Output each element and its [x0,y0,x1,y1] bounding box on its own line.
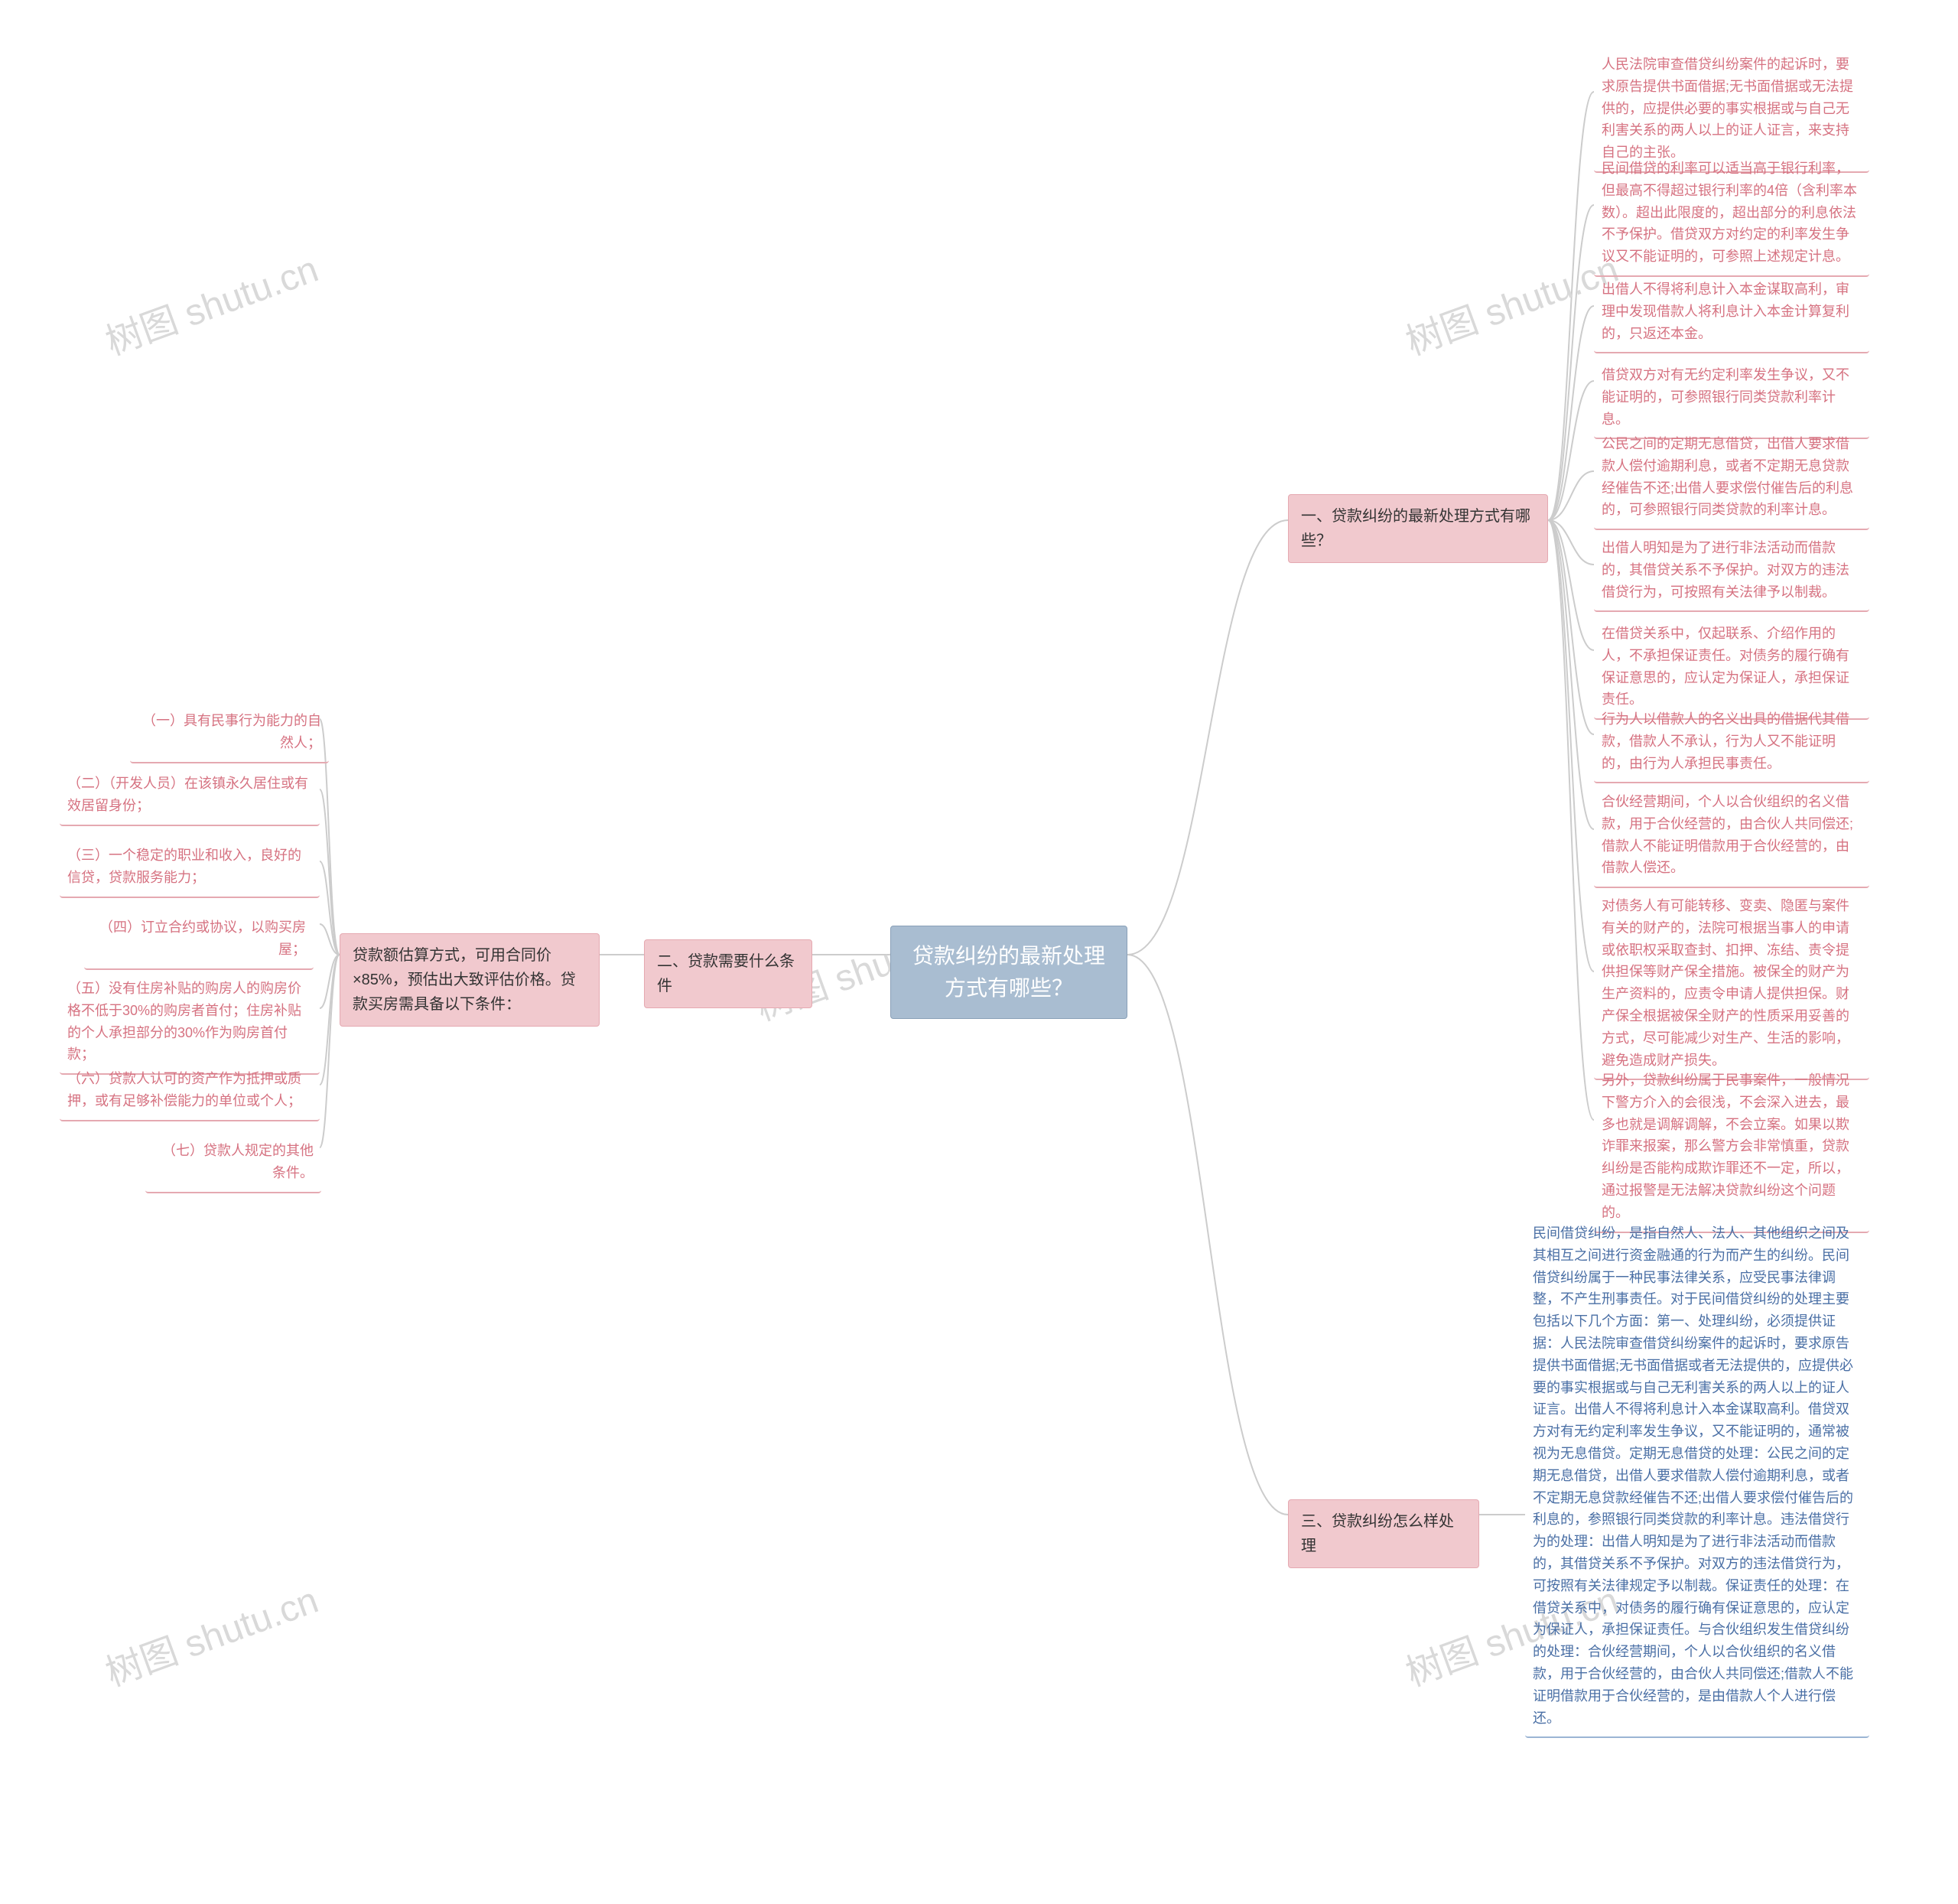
leaf-node[interactable]: 民间借贷的利率可以适当高于银行利率，但最高不得超过银行利率的4倍（含利率本数）。… [1594,151,1869,277]
leaf-node[interactable]: 行为人以借款人的名义出具的借据代其借款，借款人不承认，行为人又不能证明的，由行为… [1594,702,1869,783]
leaf-node[interactable]: （五）没有住房补贴的购房人的购房价格不低于30%的购房者首付；住房补贴的个人承担… [60,972,320,1075]
leaf-node[interactable]: 合伙经营期间，个人以合伙组织的名义借款，用于合伙经营的，由合伙人共同偿还;借款人… [1594,785,1869,888]
leaf-node[interactable]: 民间借贷纠纷，是指自然人、法人、其他组织之间及其相互之间进行资金融通的行为而产生… [1525,1216,1869,1738]
leaf-node[interactable]: 出借人明知是为了进行非法活动而借款的，其借贷关系不予保护。对双方的违法借贷行为，… [1594,531,1869,612]
leaf-node[interactable]: （四）订立合约或协议，以购买房屋； [84,910,314,970]
watermark: 树图 shutu.cn [97,239,324,365]
root-node[interactable]: 贷款纠纷的最新处理方式有哪些？ [890,926,1127,1019]
branch-node-2-sub[interactable]: 贷款额估算方式，可用合同价×85%，预估出大致评估价格。贷款买房需具备以下条件： [340,933,600,1027]
branch-node-3[interactable]: 三、贷款纠纷怎么样处理 [1288,1499,1479,1568]
leaf-node[interactable]: （一）具有民事行为能力的自然人； [130,704,329,763]
branch-node-2[interactable]: 二、贷款需要什么条件 [644,939,812,1008]
leaf-node[interactable]: （六）贷款人认可的资产作为抵押或质押，或有足够补偿能力的单位或个人； [60,1062,320,1121]
watermark: 树图 shutu.cn [97,1570,324,1696]
leaf-node[interactable]: （三）一个稳定的职业和收入，良好的信贷，贷款服务能力； [60,838,320,898]
leaf-node[interactable]: 公民之间的定期无息借贷，出借人要求借款人偿付逾期利息，或者不定期无息贷款经催告不… [1594,427,1869,530]
leaf-node[interactable]: 对债务人有可能转移、变卖、隐匿与案件有关的财产的，法院可根据当事人的申请或依职权… [1594,889,1869,1080]
watermark: 树图 shutu.cn [1397,239,1625,365]
leaf-node[interactable]: 另外，贷款纠纷属于民事案件，一般情况下警方介入的会很浅，不会深入进去，最多也就是… [1594,1063,1869,1233]
leaf-node[interactable]: 出借人不得将利息计入本金谋取高利，审理中发现借款人将利息计入本金计算复利的，只返… [1594,272,1869,353]
leaf-node[interactable]: （二）（开发人员）在该镇永久居住或有效居留身份； [60,766,320,826]
branch-node-1[interactable]: 一、贷款纠纷的最新处理方式有哪些？ [1288,494,1548,563]
leaf-node[interactable]: （七）贷款人规定的其他条件。 [145,1134,321,1193]
